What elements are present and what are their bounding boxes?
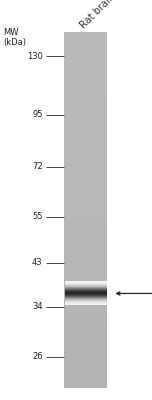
Text: 55: 55 bbox=[32, 212, 43, 221]
Text: 95: 95 bbox=[32, 110, 43, 119]
Text: 26: 26 bbox=[32, 352, 43, 361]
Text: 130: 130 bbox=[27, 52, 43, 61]
Text: 43: 43 bbox=[32, 258, 43, 267]
Text: Rat brain: Rat brain bbox=[78, 0, 117, 30]
Text: MW
(kDa): MW (kDa) bbox=[3, 28, 26, 47]
Text: 72: 72 bbox=[32, 162, 43, 171]
Text: 34: 34 bbox=[32, 302, 43, 311]
